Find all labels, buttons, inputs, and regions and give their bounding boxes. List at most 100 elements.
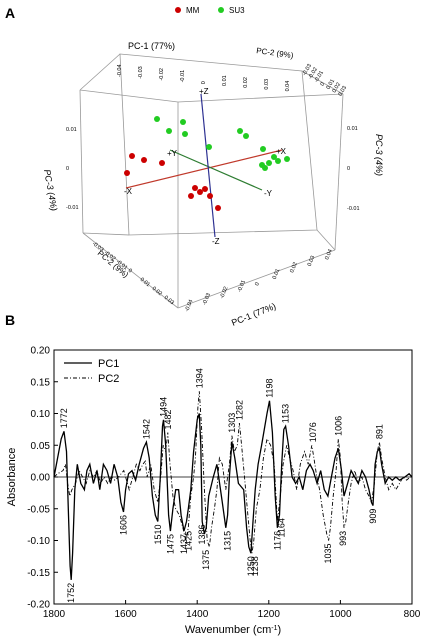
pc2-top-label: PC-2 (9%) (256, 46, 295, 60)
panel-b-label: B (5, 312, 15, 328)
axis-tip-plus-z: +Z (199, 87, 209, 96)
peak-label-1425: 1425 (183, 531, 193, 551)
x-tick-label-2: 1400 (186, 609, 209, 620)
pc3-left-tick-1: 0 (66, 166, 69, 172)
pc3-right-tick-2: -0.01 (347, 206, 360, 212)
pc1-bottom-tick-8: 0.04 (324, 249, 334, 261)
y-tick-label-1: 0.15 (31, 377, 51, 388)
y-tick-label-7: -0.15 (27, 568, 50, 579)
peak-label-1238: 1238 (250, 556, 260, 576)
y-tick-label-6: -0.10 (27, 536, 50, 547)
point-su3-5 (237, 128, 243, 134)
peak-label-1437: 1437 (179, 534, 189, 554)
pc1-top-tick-6: 0.02 (243, 77, 249, 88)
peak-label-1494: 1494 (159, 397, 169, 417)
pc1-top-tick-0: -0.04 (117, 64, 123, 77)
point-su3-2 (166, 128, 172, 134)
point-mm-0 (129, 153, 135, 159)
pc1-top-tick-3: -0.01 (180, 70, 186, 83)
x-axis-label: Wavenumber (cm-1) (185, 624, 281, 636)
point-mm-8 (207, 193, 213, 199)
peak-label-1606: 1606 (118, 515, 128, 535)
axis-x-line (125, 149, 283, 189)
y-tick-label-3: 0.05 (31, 441, 51, 452)
point-mm-7 (188, 193, 194, 199)
pca-legend: MM SU3 (175, 6, 245, 15)
box-front-frame (80, 90, 335, 308)
spectrum-chart: 0.20 0.15 0.10 0.05 0.00 -0.05 -0.10 -0.15 -0.20… (6, 346, 421, 637)
pc1-bottom-tick-6: 0.02 (289, 262, 299, 274)
x-tick-label-0: 1800 (43, 609, 66, 620)
point-su3-8 (271, 154, 277, 160)
x-tick-label-3: 1200 (258, 609, 281, 620)
series-pc2-line (53, 391, 412, 554)
peak-label-891: 891 (374, 424, 384, 439)
pc2-bottom-tick-6: 0.03 (163, 295, 175, 306)
pc1-top-tick-2: -0.02 (159, 68, 165, 81)
peak-label-1176: 1176 (272, 531, 282, 550)
pc1-bottom-label: PC-1 (77%) (230, 301, 277, 328)
pc2-bottom-tick-4: 0.01 (139, 277, 151, 288)
pc1-bottom-tick-7: 0.03 (307, 255, 317, 267)
peak-label-1282: 1282 (234, 400, 244, 420)
point-su3-6 (243, 133, 249, 139)
axis-tip-plus-x: +X (276, 147, 287, 156)
pc1-top-tick-1: -0.03 (138, 66, 144, 79)
point-su3-7 (260, 146, 266, 152)
y-tick-label-4: 0.00 (31, 473, 51, 484)
peak-label-1198: 1198 (265, 378, 275, 397)
axis-tip-minus-z: -Z (212, 237, 220, 246)
point-su3-13 (262, 165, 268, 171)
point-mm-6 (202, 186, 208, 192)
pc2-top-tick-0: -0.03 (302, 63, 313, 77)
point-su3-4 (206, 144, 212, 150)
pc2-top-tick-3: 0 (320, 82, 327, 88)
peak-label-1394: 1394 (194, 368, 204, 388)
peak-label-1375: 1375 (201, 550, 211, 570)
y-tick-label-2: 0.10 (31, 409, 51, 420)
pc1-top-tick-8: 0.04 (285, 81, 291, 92)
pc2-bottom-tick-5: 0.02 (151, 286, 163, 297)
pc1-bottom-tick-1: -0.03 (202, 292, 212, 306)
peak-label-909: 909 (368, 509, 378, 524)
peak-label-1153: 1153 (281, 404, 291, 423)
pc3-left-tick-2: -0.01 (66, 205, 79, 211)
pc3-right-tick-1: 0 (347, 166, 350, 172)
pc3-right-label: PC-3 (4%) (374, 134, 384, 176)
pc3-left-label: PC-3 (4%) (42, 169, 59, 212)
pc1-bottom-tick-5: 0.01 (272, 268, 282, 280)
legend-mm-marker (175, 7, 181, 13)
peak-label-1752: 1752 (66, 583, 76, 603)
box-edge-left-front (79, 89, 84, 234)
x-tick-label-5: 800 (404, 609, 421, 620)
axis-tip-minus-y: -Y (264, 189, 273, 198)
peak-label-1035: 1035 (323, 544, 333, 564)
peak-label-1076: 1076 (308, 422, 318, 442)
pc2-top-tick-5: 0.02 (332, 82, 343, 94)
legend-mm-label: MM (186, 6, 200, 15)
y-tick-label-5: -0.05 (27, 504, 50, 515)
peak-label-1510: 1510 (153, 524, 163, 544)
x-tick-label-4: 1000 (329, 609, 352, 620)
peak-label-1542: 1542 (141, 419, 151, 439)
pc2-top-tick-1: -0.02 (308, 67, 319, 81)
box-edge-floor-left (82, 232, 130, 236)
peak-label-1475: 1475 (165, 534, 175, 554)
pc1-bottom-tick-2: -0.02 (219, 286, 229, 300)
pc2-top-tick-2: -0.01 (314, 70, 325, 84)
peak-label-993: 993 (338, 531, 348, 546)
legend-pc2-label: PC2 (98, 373, 119, 385)
point-mm-4 (192, 185, 198, 191)
legend-su3-marker (218, 7, 224, 13)
peak-label-1164: 1164 (277, 518, 287, 537)
box-edge-top-left (79, 53, 121, 91)
pc2-bottom-tick-3: 0 (127, 268, 133, 275)
axis-z-line (200, 93, 216, 238)
box-edge-bottom-right (177, 249, 336, 309)
pc1-top-tick-4: 0 (201, 81, 207, 84)
pca-points (124, 116, 290, 211)
pc2-top-tick-4: 0.01 (326, 78, 337, 90)
point-su3-0 (154, 116, 160, 122)
point-mm-1 (141, 157, 147, 163)
